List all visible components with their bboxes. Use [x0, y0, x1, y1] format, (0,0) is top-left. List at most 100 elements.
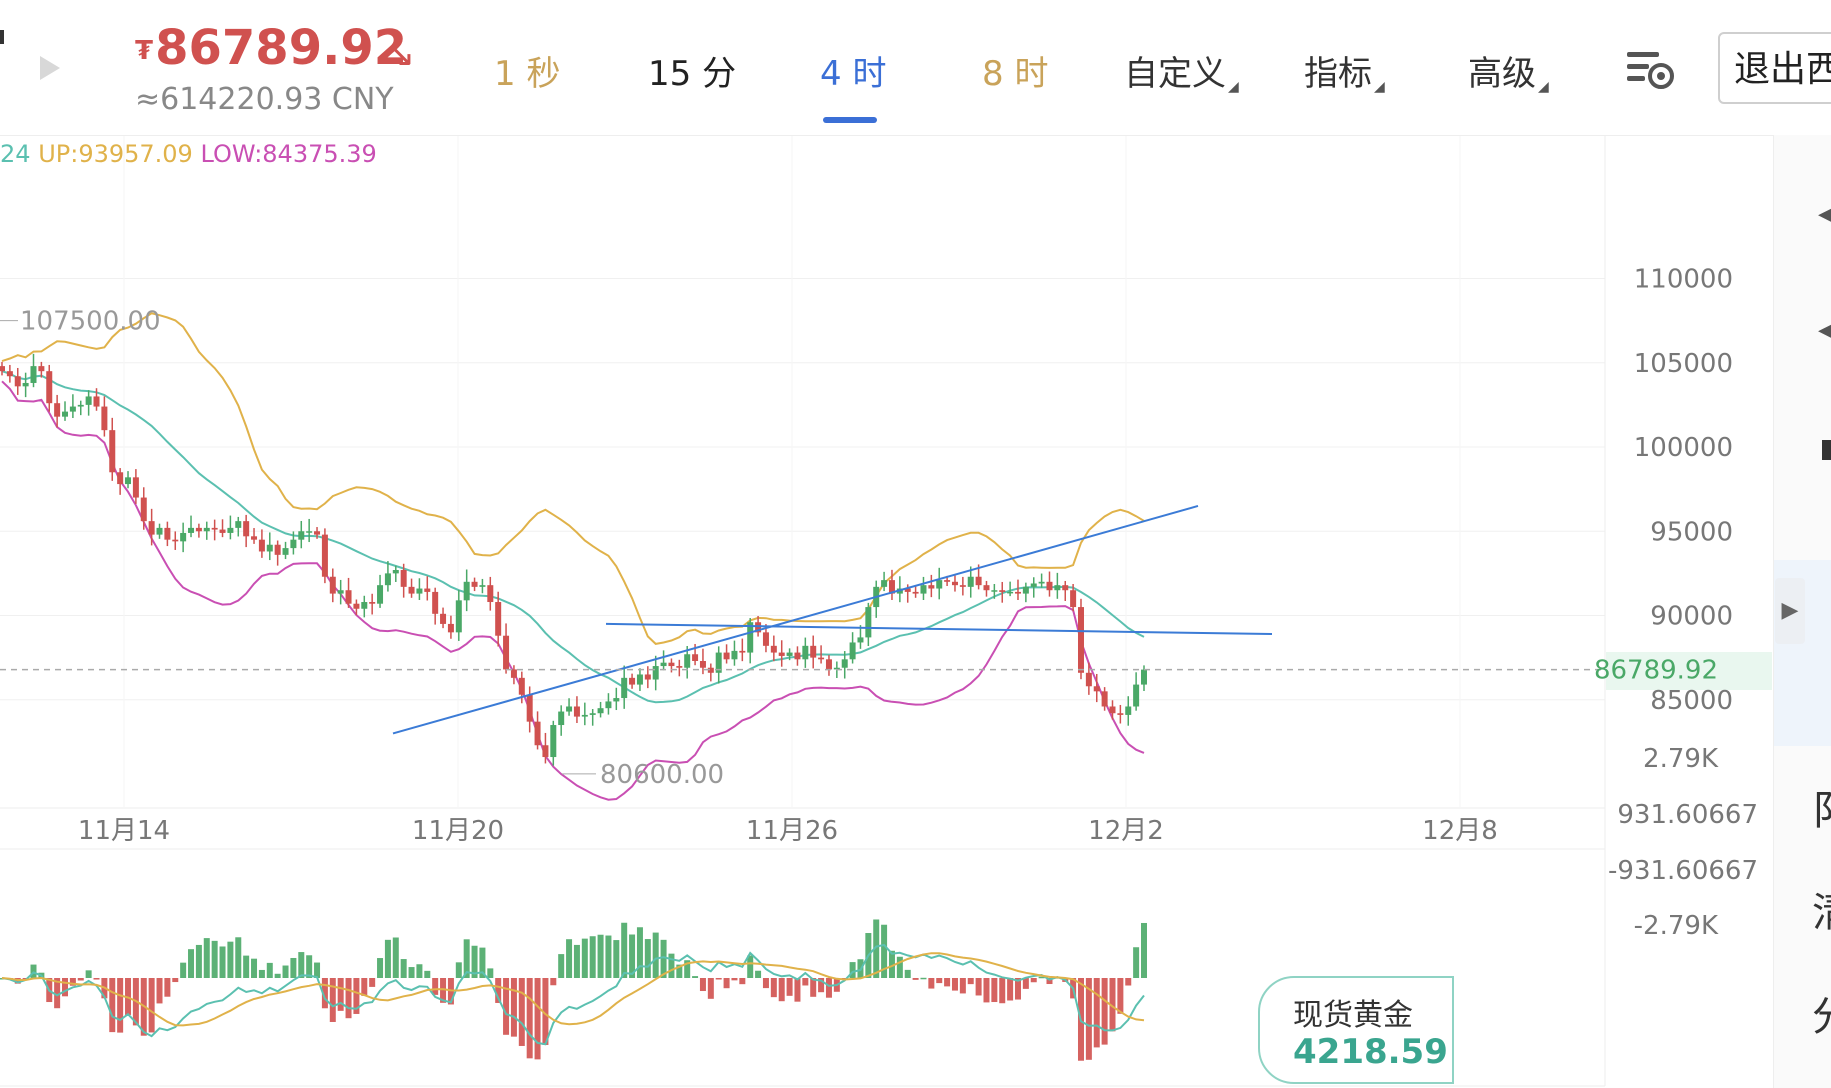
macd-bar — [408, 967, 415, 978]
macd-bar — [873, 919, 880, 978]
gold-price-badge[interactable] — [1258, 976, 1454, 1084]
macd-bar — [353, 978, 360, 1014]
candle-body — [621, 677, 628, 699]
macd-bar — [54, 978, 61, 1009]
price-tick-label: 105000 — [1634, 349, 1733, 379]
macd-bar — [219, 946, 226, 978]
price-tick-label: 110000 — [1634, 265, 1733, 295]
macd-bar — [526, 978, 533, 1059]
custom-interval-dropdown[interactable]: 自定义 ◢ — [1124, 46, 1239, 95]
macd-bar — [983, 978, 990, 1003]
macd-tick-label: 931.60667 — [1617, 800, 1758, 830]
candle-body — [888, 580, 895, 594]
macd-bar — [747, 955, 754, 978]
macd-bar — [400, 959, 407, 978]
macd-bar — [668, 953, 675, 978]
tab-4h[interactable]: 4 时 — [820, 54, 887, 94]
macd-bar — [1022, 978, 1029, 989]
candle-body — [156, 527, 163, 535]
candle-body — [180, 532, 187, 542]
current-price-label: 86789.92 — [1594, 656, 1718, 686]
price-tick-label: 95000 — [1650, 517, 1733, 547]
kline-chart[interactable]: 107500.00 80600.00 110000 105000 100000 9500… — [0, 136, 1772, 1088]
macd-bar — [180, 962, 187, 978]
candle-body — [1062, 585, 1069, 591]
candle-body — [384, 573, 391, 586]
candle-body — [881, 580, 888, 587]
panel-text-fragment: 淸 — [1812, 880, 1831, 938]
macd-bar — [243, 955, 250, 978]
candle-body — [140, 497, 147, 522]
candle-body — [337, 590, 344, 594]
candle-body — [353, 603, 360, 609]
candle-body — [1046, 581, 1053, 591]
chevron-left-icon[interactable]: ◀ — [1818, 202, 1831, 227]
macd-bar — [416, 964, 423, 978]
macd-bar — [928, 978, 935, 989]
macd-bar — [739, 978, 746, 985]
candle-body — [227, 527, 234, 533]
candle-body — [54, 403, 61, 417]
candle-body — [132, 477, 139, 498]
candle-body — [211, 527, 218, 530]
macd-bar — [1007, 978, 1014, 1001]
macd-bar — [298, 952, 305, 978]
candle-body — [794, 652, 801, 660]
chart-settings-icon[interactable] — [1625, 48, 1677, 92]
macd-bar — [566, 939, 573, 978]
macd-bar — [282, 965, 289, 978]
candle-body — [920, 585, 927, 594]
indicators-dropdown[interactable]: 指标 ◢ — [1304, 46, 1385, 95]
macd-bar — [999, 978, 1006, 1004]
candle-body — [983, 585, 990, 591]
candle-body — [975, 576, 982, 586]
candle-body — [77, 404, 84, 407]
macd-bar — [644, 939, 651, 978]
macd-bar — [991, 978, 998, 1003]
candle-body — [101, 406, 108, 431]
candle-body — [692, 654, 699, 661]
macd-bar — [424, 970, 431, 978]
macd-bar — [384, 939, 391, 978]
macd-bar — [676, 964, 683, 978]
candle-body — [30, 366, 37, 383]
candle-body — [0, 366, 5, 372]
tab-15m[interactable]: 15 分 — [648, 54, 737, 94]
macd-bar — [195, 944, 202, 978]
chevron-left-icon[interactable]: ◀ — [1818, 318, 1831, 343]
macd-bar — [881, 924, 888, 978]
candle-body — [1070, 590, 1077, 608]
candle-body — [928, 585, 935, 589]
candle-body — [818, 657, 825, 660]
exit-button[interactable]: 退出西 — [1718, 32, 1831, 104]
macd-bar — [959, 978, 966, 994]
panel-expand-button[interactable]: ▶ — [1775, 578, 1805, 644]
candle-body — [14, 376, 21, 387]
candle-body — [534, 721, 541, 746]
horizontal-trendline — [605, 622, 1273, 636]
time-axis: 11月14 11月20 11月26 12月2 12月8 — [78, 816, 1498, 846]
header-divider — [0, 135, 1831, 136]
macd-bar — [534, 978, 541, 1060]
candle-body — [298, 531, 305, 540]
tab-8h[interactable]: 8 时 — [982, 54, 1049, 94]
macd-bar — [542, 978, 549, 1045]
macd-bar — [487, 968, 494, 978]
advanced-dropdown[interactable]: 高级 ◢ — [1468, 46, 1549, 95]
candle-body — [1117, 713, 1124, 715]
tab-1s[interactable]: 1 秒 — [494, 54, 561, 94]
candle-body — [258, 539, 265, 552]
candle-body — [739, 650, 746, 653]
play-icon[interactable] — [40, 56, 60, 80]
macd-bar — [1109, 978, 1116, 1032]
boll-legend: 24 UP:93957.09 LOW:84375.39 — [0, 140, 377, 168]
panel-text-fragment: 分 — [1812, 984, 1831, 1042]
candle-body — [825, 659, 832, 670]
macd-bar — [849, 962, 856, 978]
macd-bar — [589, 936, 596, 978]
macd-bar — [369, 978, 376, 987]
candle-body — [629, 677, 636, 685]
indicators-label: 指标 — [1304, 54, 1372, 94]
macd-bar — [314, 962, 321, 978]
candle-body — [715, 652, 722, 673]
